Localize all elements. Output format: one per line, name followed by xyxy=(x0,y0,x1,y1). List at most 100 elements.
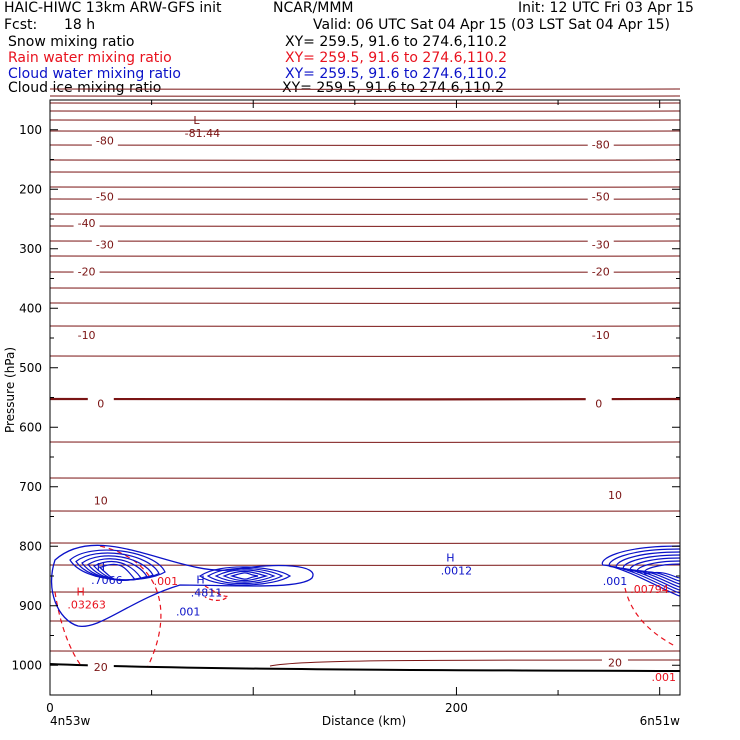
isotherm-line xyxy=(50,119,680,121)
label-backing xyxy=(587,328,614,343)
org-label: NCAR/MMM xyxy=(273,0,354,16)
isotherm-line xyxy=(50,302,680,304)
x-tick-label: 200 xyxy=(445,701,468,715)
cloud-contour-line xyxy=(93,561,143,581)
fcst-label: Fcst: xyxy=(4,17,38,33)
rain-contour-line xyxy=(624,587,676,647)
cloud-contour-line xyxy=(50,544,314,627)
field-name-cloud-ice: Cloud ice mixing ratio xyxy=(8,80,162,96)
label-backing xyxy=(601,488,628,503)
cloud-contour-line xyxy=(198,566,292,586)
y-tick-label: 1000 xyxy=(11,658,42,672)
isotherm-line xyxy=(50,287,680,289)
y-tick-label: 300 xyxy=(19,242,42,256)
cloud-contour-line xyxy=(636,560,680,582)
isotherm-line xyxy=(50,95,680,97)
isotherm-label: 0 xyxy=(595,397,602,410)
contour-label: .001 xyxy=(603,575,628,588)
label-backing xyxy=(87,396,114,411)
label-backing xyxy=(601,655,628,670)
isotherm-line xyxy=(50,650,680,652)
init-time: Init: 12 UTC Fri 03 Apr 15 xyxy=(518,0,694,16)
extremum-mark: H xyxy=(196,574,204,587)
cloud-contour-line xyxy=(601,545,680,597)
isotherm-line xyxy=(50,130,680,132)
isotherm-line xyxy=(50,213,680,215)
extremum-value: -81.44 xyxy=(185,127,220,140)
isotherm-line xyxy=(50,186,680,188)
label-backing xyxy=(587,264,614,279)
x-tick-label: 0 xyxy=(46,701,54,715)
y-tick-label: 900 xyxy=(19,599,42,613)
y-axis-label: Pressure (hPa) xyxy=(3,347,17,433)
label-backing xyxy=(73,264,100,279)
extremum-mark: H xyxy=(76,586,84,599)
cloud-contour-line xyxy=(622,554,680,588)
field-name-snow: Snow mixing ratio xyxy=(8,34,135,50)
extremum-value: .7066 xyxy=(91,574,123,587)
isotherm-line xyxy=(50,198,680,200)
isotherm-label: -80 xyxy=(592,139,610,152)
isotherm-line xyxy=(50,144,680,146)
label-backing xyxy=(91,189,118,204)
label-backing xyxy=(91,237,118,252)
extremum-mark: H xyxy=(446,552,454,565)
isotherm-line xyxy=(50,110,680,112)
isotherm-line xyxy=(50,88,680,90)
isotherm-line xyxy=(50,102,680,104)
isotherm-label: 20 xyxy=(94,661,108,674)
label-backing xyxy=(73,328,100,343)
isotherm-line xyxy=(50,397,680,401)
isotherm-line xyxy=(50,620,680,622)
isotherm-line xyxy=(50,477,680,479)
extremum-value: .0012 xyxy=(441,565,473,578)
plot-border xyxy=(49,99,681,696)
extremum-value: .03263 xyxy=(67,599,106,612)
isotherm-label: 10 xyxy=(608,489,622,502)
cloud-water-contours xyxy=(50,544,680,627)
isotherm-label: 10 xyxy=(94,494,108,507)
cloud-contour-line xyxy=(75,552,160,581)
isotherm-line xyxy=(50,171,680,173)
cloud-contour-line xyxy=(615,551,680,591)
extremum-mark: L xyxy=(193,114,200,127)
cloud-contour-line xyxy=(608,548,680,594)
field-name-rain: Rain water mixing ratio xyxy=(8,50,172,66)
valid-time: Valid: 06 UTC Sat 04 Apr 15 (03 LST Sat … xyxy=(313,17,671,33)
y-tick-label: 400 xyxy=(19,301,42,315)
cloud-contour-line xyxy=(214,569,276,583)
field-xy-rain: XY= 259.5, 91.6 to 274.6,110.2 xyxy=(285,50,508,66)
cloud-contour-line xyxy=(98,563,137,582)
y-tick-label: 200 xyxy=(19,182,42,196)
cloud-contour-line xyxy=(643,563,680,579)
y-tick-label: 600 xyxy=(19,420,42,434)
field-xy-snow: XY= 259.5, 91.6 to 274.6,110.2 xyxy=(285,34,508,50)
isotherm-line xyxy=(50,240,680,242)
cloud-contour-line xyxy=(206,567,284,585)
contour-labels: -80 -80-50 -50-40-30 -30-20 -20-10 -100 010 102… xyxy=(67,114,676,684)
isotherm-line xyxy=(50,564,680,566)
isotherm-line xyxy=(50,271,680,273)
contour-label: .001 xyxy=(651,671,676,684)
cloud-contour-line xyxy=(229,572,259,580)
field-xy-cloud-water: XY= 259.5, 91.6 to 274.6,110.2 xyxy=(285,66,508,82)
label-backing xyxy=(587,189,614,204)
isotherm-label: -20 xyxy=(78,265,96,278)
contour-label: .001 xyxy=(154,575,179,588)
cloud-contour-line xyxy=(81,555,154,581)
rain-contour-line xyxy=(204,585,230,601)
label-backing xyxy=(87,493,114,508)
label-backing xyxy=(87,660,114,675)
isotherm-label: -40 xyxy=(78,217,96,230)
label-backing xyxy=(73,216,100,231)
isotherm-line xyxy=(269,659,680,667)
isotherm-line xyxy=(50,510,680,512)
model-title: HAIC-HIWC 13km ARW-GFS init xyxy=(4,0,222,16)
cloud-contour-line xyxy=(629,557,680,585)
isotherm-line xyxy=(50,355,680,357)
isotherm-label: -10 xyxy=(78,329,96,342)
plot-frame xyxy=(49,99,681,696)
label-backing xyxy=(587,237,614,252)
field-name-cloud-water: Cloud water mixing ratio xyxy=(8,66,181,82)
